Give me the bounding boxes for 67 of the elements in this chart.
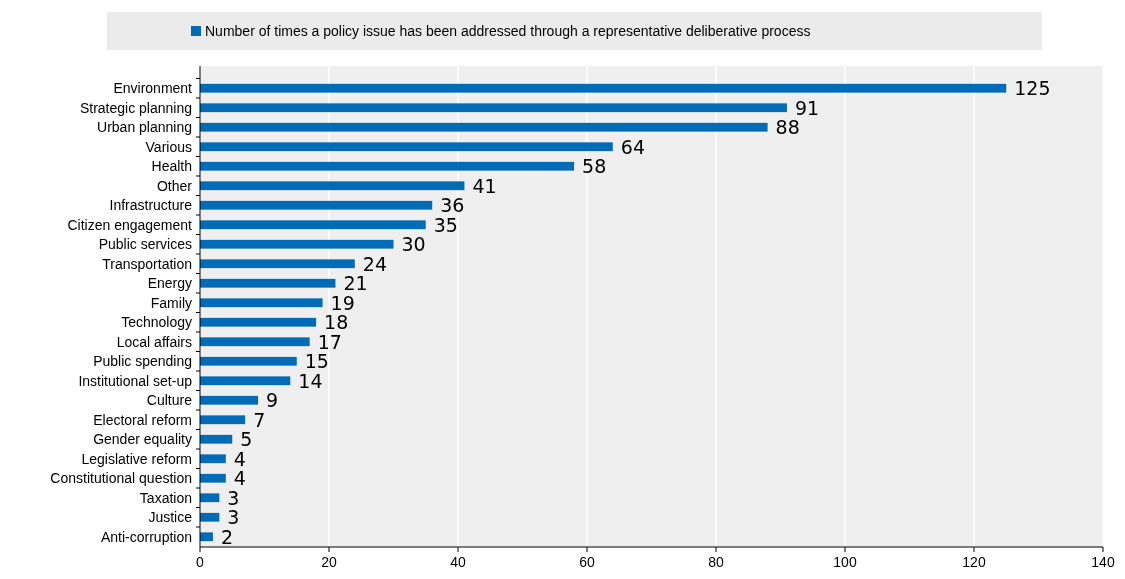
- bar: [200, 122, 768, 132]
- bar: [200, 103, 787, 113]
- bar: [200, 395, 259, 405]
- y-tick-label: Public spending: [93, 353, 192, 370]
- data-label: 30: [401, 233, 426, 256]
- data-label: 88: [775, 116, 800, 139]
- bar: [200, 317, 317, 327]
- bar: [200, 434, 233, 444]
- x-tick-label: 120: [962, 554, 986, 570]
- bar: [200, 83, 1007, 93]
- y-tick-label: Constitutional question: [50, 470, 192, 487]
- y-tick-label: Institutional set-up: [78, 372, 193, 389]
- y-tick-label: Other: [156, 177, 193, 194]
- bar: [200, 239, 394, 249]
- data-label: 9: [266, 389, 279, 412]
- y-tick-label: Various: [145, 138, 192, 155]
- y-tick-label: Citizen engagement: [67, 216, 193, 233]
- y-tick-label: Family: [150, 294, 192, 311]
- y-tick-label: Infrastructure: [109, 197, 193, 214]
- data-label: 91: [794, 96, 820, 119]
- data-label: 41: [472, 174, 497, 197]
- x-tick-label: 0: [196, 554, 205, 570]
- y-tick-label: Gender equality: [93, 431, 192, 448]
- y-tick-label: Health: [151, 158, 192, 175]
- y-tick-label: Taxation: [139, 489, 192, 506]
- bar: [200, 493, 220, 503]
- bar: [200, 415, 246, 425]
- x-tick-label: 40: [450, 554, 466, 570]
- bar: [200, 220, 426, 230]
- legend-label: Number of times a policy issue has been addressed through a representative deliberative process: [205, 23, 811, 40]
- bar: [200, 142, 613, 152]
- data-label: 58: [582, 155, 607, 178]
- data-label: 7: [253, 408, 266, 431]
- y-tick-label: Justice: [148, 509, 193, 526]
- y-tick-label: Legislative reform: [81, 450, 192, 467]
- bar: [200, 337, 310, 347]
- bar: [200, 298, 323, 308]
- bar: [200, 278, 336, 288]
- data-label: 125: [1014, 77, 1051, 100]
- bar: [200, 356, 297, 366]
- y-tick-label: Energy: [147, 275, 192, 292]
- bar: [200, 200, 433, 210]
- y-tick-label: Strategic planning: [79, 99, 192, 116]
- x-tick-label: 140: [1091, 554, 1115, 570]
- bar: [200, 454, 226, 464]
- y-tick-label: Technology: [121, 314, 192, 331]
- x-tick-label: 100: [833, 554, 857, 570]
- y-tick-label: Public services: [98, 236, 192, 253]
- bar: [200, 473, 226, 483]
- y-tick-label: Urban planning: [97, 119, 192, 136]
- y-tick-label: Electoral reform: [93, 411, 192, 428]
- y-tick-label: Anti-corruption: [100, 528, 192, 545]
- x-tick-label: 80: [708, 554, 724, 570]
- y-tick-label: Environment: [113, 80, 193, 97]
- y-tick-label: Culture: [146, 392, 193, 409]
- x-tick-label: 60: [579, 554, 595, 570]
- data-label: 24: [362, 252, 387, 275]
- bar: [200, 512, 220, 522]
- bar: [200, 532, 213, 542]
- data-label: 64: [620, 135, 645, 158]
- bar: [200, 161, 575, 171]
- bar: [200, 376, 291, 386]
- y-tick-label: Local affairs: [116, 333, 192, 350]
- bar: [200, 181, 465, 191]
- x-tick-label: 20: [321, 554, 337, 570]
- bar: [200, 259, 355, 269]
- y-tick-label: Transportation: [102, 255, 192, 272]
